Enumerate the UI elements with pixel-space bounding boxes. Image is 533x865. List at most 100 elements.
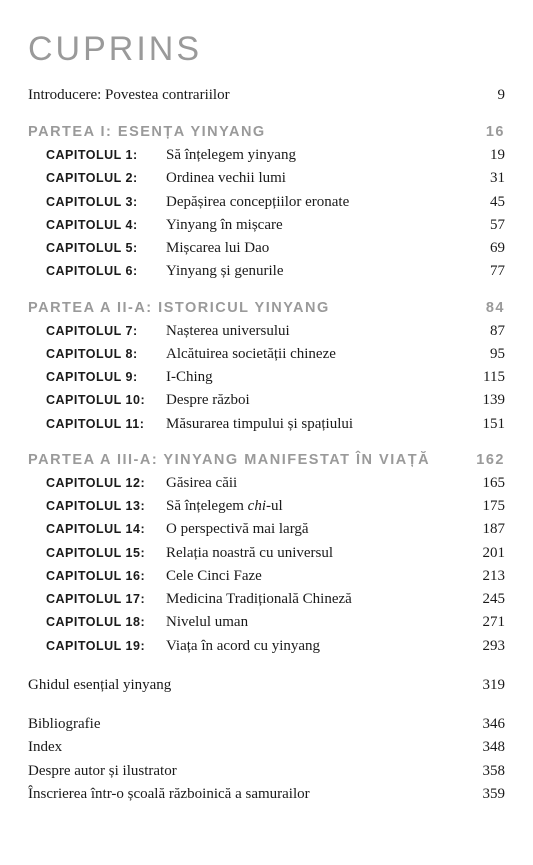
chapter-title: O perspectivă mai largă bbox=[166, 518, 465, 541]
chapter-row: CAPITOLUL 18:Nivelul uman271 bbox=[28, 611, 505, 634]
chapter-title: Yinyang în mișcare bbox=[166, 214, 465, 237]
chapter-page: 69 bbox=[465, 237, 505, 260]
chapter-page: 245 bbox=[465, 588, 505, 611]
chapter-page: 151 bbox=[465, 413, 505, 436]
chapter-label: CAPITOLUL 6: bbox=[46, 260, 166, 283]
backmatter-page: 359 bbox=[483, 783, 506, 806]
chapter-row: CAPITOLUL 1:Să înțelegem yinyang19 bbox=[28, 144, 505, 167]
chapter-label: CAPITOLUL 13: bbox=[46, 495, 166, 518]
backmatter-row: Înscrierea într-o școală războinică a sa… bbox=[28, 783, 505, 806]
intro-page: 9 bbox=[498, 87, 506, 104]
backmatter-row: Despre autor și ilustrator 358 bbox=[28, 760, 505, 783]
chapter-row: CAPITOLUL 9:I-Ching115 bbox=[28, 366, 505, 389]
chapter-row: CAPITOLUL 5:Mișcarea lui Dao69 bbox=[28, 237, 505, 260]
chapter-label: CAPITOLUL 12: bbox=[46, 472, 166, 495]
part-block: PARTEA A II-A: ISTORICUL YINYANG 84 CAPITO… bbox=[28, 300, 505, 436]
parts-container: PARTEA I: ESENȚA YINYANG16CAPITOLUL 1:Să… bbox=[28, 124, 505, 658]
chapter-title: Yinyang și genurile bbox=[166, 260, 465, 283]
chapter-label: CAPITOLUL 10: bbox=[46, 389, 166, 412]
part-heading: PARTEA I: ESENȚA YINYANG bbox=[28, 124, 266, 140]
backmatter-label: Despre autor și ilustrator bbox=[28, 760, 177, 783]
part-block: PARTEA A III-A: YINYANG MANIFESTAT ÎN VI… bbox=[28, 452, 505, 658]
chapter-title: Viața în acord cu yinyang bbox=[166, 635, 465, 658]
chapter-page: 95 bbox=[465, 343, 505, 366]
backmatter-label: Ghidul esențial yinyang bbox=[28, 674, 171, 697]
chapter-title: Măsurarea timpului și spațiului bbox=[166, 413, 465, 436]
chapter-label: CAPITOLUL 3: bbox=[46, 191, 166, 214]
chapter-title: I-Ching bbox=[166, 366, 465, 389]
chapter-label: CAPITOLUL 5: bbox=[46, 237, 166, 260]
backmatter-label: Bibliografie bbox=[28, 713, 100, 736]
part-header: PARTEA A II-A: ISTORICUL YINYANG 84 bbox=[28, 300, 505, 316]
chapter-page: 293 bbox=[465, 635, 505, 658]
part-header: PARTEA A III-A: YINYANG MANIFESTAT ÎN VI… bbox=[28, 452, 505, 468]
chapter-label: CAPITOLUL 1: bbox=[46, 144, 166, 167]
chapter-row: CAPITOLUL 3:Depășirea concepțiilor erona… bbox=[28, 191, 505, 214]
chapter-label: CAPITOLUL 17: bbox=[46, 588, 166, 611]
backmatter: Ghidul esențial yinyang 319 Bibliografie 34… bbox=[28, 674, 505, 806]
chapter-label: CAPITOLUL 18: bbox=[46, 611, 166, 634]
chapter-title: Ordinea vechii lumi bbox=[166, 167, 465, 190]
backmatter-label: Index bbox=[28, 736, 62, 759]
chapter-row: CAPITOLUL 16:Cele Cinci Faze213 bbox=[28, 565, 505, 588]
chapter-page: 165 bbox=[465, 472, 505, 495]
backmatter-page: 358 bbox=[483, 760, 506, 783]
chapter-label: CAPITOLUL 7: bbox=[46, 320, 166, 343]
chapter-page: 139 bbox=[465, 389, 505, 412]
chapter-label: CAPITOLUL 9: bbox=[46, 366, 166, 389]
chapter-page: 57 bbox=[465, 214, 505, 237]
part-heading: PARTEA A II-A: ISTORICUL YINYANG bbox=[28, 300, 330, 316]
chapter-title: Alcătuirea societății chineze bbox=[166, 343, 465, 366]
chapter-row: CAPITOLUL 12:Găsirea căii165 bbox=[28, 472, 505, 495]
part-block: PARTEA I: ESENȚA YINYANG 16 CAPITOLUL 1:Să… bbox=[28, 124, 505, 284]
chapter-page: 77 bbox=[465, 260, 505, 283]
chapter-row: CAPITOLUL 10:Despre război139 bbox=[28, 389, 505, 412]
chapter-title: Să înțelegem yinyang bbox=[166, 144, 465, 167]
chapter-page: 201 bbox=[465, 542, 505, 565]
backmatter-row: Ghidul esențial yinyang 319 bbox=[28, 674, 505, 697]
chapter-label: CAPITOLUL 14: bbox=[46, 518, 166, 541]
chapter-title: Despre război bbox=[166, 389, 465, 412]
chapter-row: CAPITOLUL 8:Alcătuirea societății chinez… bbox=[28, 343, 505, 366]
chapter-label: CAPITOLUL 19: bbox=[46, 635, 166, 658]
chapter-page: 271 bbox=[465, 611, 505, 634]
chapter-title: Depășirea concepțiilor eronate bbox=[166, 191, 465, 214]
chapter-label: CAPITOLUL 16: bbox=[46, 565, 166, 588]
chapter-title: Să înțelegem chi-ul bbox=[166, 495, 465, 518]
chapter-page: 19 bbox=[465, 144, 505, 167]
chapter-title: Cele Cinci Faze bbox=[166, 565, 465, 588]
chapter-row: CAPITOLUL 19:Viața în acord cu yinyang29… bbox=[28, 635, 505, 658]
chapter-row: CAPITOLUL 14:O perspectivă mai largă187 bbox=[28, 518, 505, 541]
part-page: 84 bbox=[486, 300, 505, 316]
backmatter-page: 346 bbox=[483, 713, 506, 736]
chapter-page: 175 bbox=[465, 495, 505, 518]
part-page: 16 bbox=[486, 124, 505, 140]
chapter-row: CAPITOLUL 17:Medicina Tradițională Chine… bbox=[28, 588, 505, 611]
chapter-row: CAPITOLUL 2:Ordinea vechii lumi31 bbox=[28, 167, 505, 190]
chapter-row: CAPITOLUL 15:Relația noastră cu universu… bbox=[28, 542, 505, 565]
chapter-row: CAPITOLUL 4:Yinyang în mișcare57 bbox=[28, 214, 505, 237]
chapter-page: 187 bbox=[465, 518, 505, 541]
chapter-row: CAPITOLUL 11:Măsurarea timpului și spați… bbox=[28, 413, 505, 436]
chapter-label: CAPITOLUL 15: bbox=[46, 542, 166, 565]
intro-row: Introducere: Povestea contrariilor 9 bbox=[28, 87, 505, 104]
backmatter-page: 319 bbox=[483, 674, 506, 697]
backmatter-page: 348 bbox=[483, 736, 506, 759]
chapter-row: CAPITOLUL 6:Yinyang și genurile77 bbox=[28, 260, 505, 283]
chapter-label: CAPITOLUL 8: bbox=[46, 343, 166, 366]
chapter-label: CAPITOLUL 4: bbox=[46, 214, 166, 237]
chapter-label: CAPITOLUL 11: bbox=[46, 413, 166, 436]
part-heading: PARTEA A III-A: YINYANG MANIFESTAT ÎN VI… bbox=[28, 452, 430, 468]
chapter-title: Relația noastră cu universul bbox=[166, 542, 465, 565]
chapter-page: 115 bbox=[465, 366, 505, 389]
chapter-row: CAPITOLUL 13:Să înțelegem chi-ul175 bbox=[28, 495, 505, 518]
part-header: PARTEA I: ESENȚA YINYANG 16 bbox=[28, 124, 505, 140]
chapter-title: Nașterea universului bbox=[166, 320, 465, 343]
backmatter-label: Înscrierea într-o școală războinică a sa… bbox=[28, 783, 310, 806]
chapter-row: CAPITOLUL 7:Nașterea universului87 bbox=[28, 320, 505, 343]
backmatter-row: Bibliografie 346 bbox=[28, 713, 505, 736]
chapter-title: Găsirea căii bbox=[166, 472, 465, 495]
chapter-title: Mișcarea lui Dao bbox=[166, 237, 465, 260]
chapter-title: Medicina Tradițională Chineză bbox=[166, 588, 465, 611]
chapter-page: 31 bbox=[465, 167, 505, 190]
